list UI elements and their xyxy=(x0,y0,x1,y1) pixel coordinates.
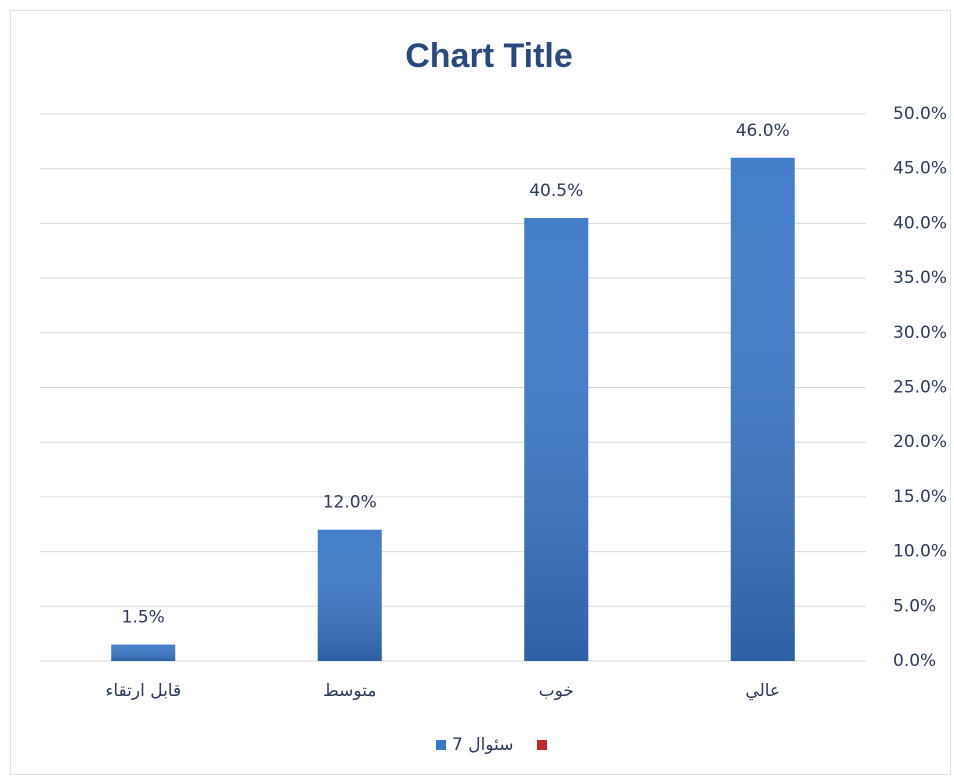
y-tick-label: 45.0% xyxy=(893,159,947,179)
bar xyxy=(524,217,589,661)
y-tick-label: 15.0% xyxy=(893,487,947,507)
legend-swatch xyxy=(537,740,547,750)
bar xyxy=(317,529,382,661)
y-tick-label: 10.0% xyxy=(893,542,947,562)
data-label: 46.0% xyxy=(736,121,790,141)
chart-title: Chart Title xyxy=(405,37,573,75)
x-tick-label: قابل ارتقاء xyxy=(105,681,181,701)
y-tick-label: 35.0% xyxy=(893,268,947,288)
x-tick-label: متوسط xyxy=(323,681,376,701)
bar xyxy=(730,157,795,661)
data-label: 12.0% xyxy=(323,493,377,513)
data-label: 1.5% xyxy=(122,608,165,628)
y-tick-label: 40.0% xyxy=(893,213,947,233)
bar xyxy=(111,644,176,661)
y-tick-label: 50.0% xyxy=(893,104,947,124)
y-tick-label: 25.0% xyxy=(893,378,947,398)
legend-swatch xyxy=(436,740,446,750)
y-tick-label: 30.0% xyxy=(893,323,947,343)
legend-label: سئوال 7 xyxy=(452,735,513,755)
legend xyxy=(537,740,547,750)
data-label: 40.5% xyxy=(529,181,583,201)
y-tick-label: 20.0% xyxy=(893,432,947,452)
y-tick-label: 0.0% xyxy=(893,651,936,671)
x-tick-label: خوب xyxy=(539,681,574,701)
x-tick-label: عالي xyxy=(745,681,780,701)
y-tick-label: 5.0% xyxy=(893,596,936,616)
